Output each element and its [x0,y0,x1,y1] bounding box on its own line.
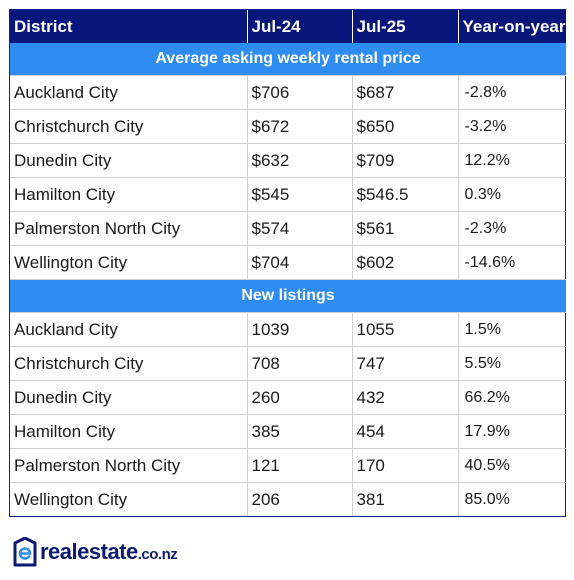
table-row: Wellington City $704 $602 -14.6% [10,245,566,280]
year-on-year-cell: 0.3% [458,177,566,212]
jul-24-cell: $672 [247,109,353,144]
year-on-year-cell: -14.6% [458,245,566,280]
table-row: Christchurch City 708 747 5.5% [10,346,566,381]
district-cell: Palmerston North City [10,211,248,246]
jul-25-cell: 1055 [352,312,459,347]
rental-table-container: District Jul-24 Jul-25 Year-on-year Aver… [9,9,566,517]
year-on-year-cell: -3.2% [458,109,566,144]
logo-tld: .co.nz [137,546,178,563]
table-row: Dunedin City $632 $709 12.2% [10,143,566,178]
jul-24-cell: $706 [247,75,353,110]
logo-name: realestate [40,539,138,564]
jul-25-cell: 381 [352,482,459,516]
realestate-logo: realestate.co.nz [13,536,178,568]
district-cell: Palmerston North City [10,448,248,483]
section-title: New listings [10,279,566,313]
jul-25-cell: $602 [352,245,459,280]
header-jul-25: Jul-25 [352,10,459,43]
district-cell: Hamilton City [10,177,248,212]
jul-25-cell: 747 [352,346,459,381]
district-cell: Auckland City [10,75,248,110]
year-on-year-cell: 40.5% [458,448,566,483]
jul-24-cell: $574 [247,211,353,246]
jul-25-cell: $561 [352,211,459,246]
district-cell: Dunedin City [10,380,248,415]
header-year-on-year: Year-on-year [458,10,566,43]
table-header-row: District Jul-24 Jul-25 Year-on-year [10,10,566,43]
section-header-row: Average asking weekly rental price [10,43,566,76]
year-on-year-cell: 1.5% [458,312,566,347]
jul-25-cell: 432 [352,380,459,415]
section-title: Average asking weekly rental price [10,43,566,76]
section-header-row: New listings [10,279,566,313]
logo-wordmark: realestate.co.nz [40,539,178,565]
jul-25-cell: $709 [352,143,459,178]
year-on-year-cell: 66.2% [458,380,566,415]
year-on-year-cell: 85.0% [464,490,510,508]
jul-24-cell: 1039 [247,312,353,347]
jul-25-cell: $650 [352,109,459,144]
year-on-year-cell: 5.5% [458,346,566,381]
table-row: Dunedin City 260 432 66.2% [10,380,566,415]
rental-data-table: District Jul-24 Jul-25 Year-on-year Aver… [10,10,566,516]
jul-24-cell: 206 [247,482,353,516]
table-row: Hamilton City $545 $546.5 0.3% [10,177,566,212]
district-cell: Auckland City [10,312,248,347]
jul-24-cell: $704 [247,245,353,280]
jul-25-cell: $687 [352,75,459,110]
table-row: Hamilton City 385 454 17.9% [10,414,566,449]
jul-24-cell: $632 [247,143,353,178]
district-cell: Christchurch City [10,109,248,144]
year-on-year-cell: -2.8% [458,75,566,110]
jul-25-cell: 454 [352,414,459,449]
table-row: Palmerston North City $574 $561 -2.3% [10,211,566,246]
jul-24-cell: $545 [247,177,353,212]
header-jul-24: Jul-24 [247,10,353,43]
district-cell: Hamilton City [10,414,248,449]
district-cell: Christchurch City [10,346,248,381]
table-body: Average asking weekly rental price Auckla… [10,43,566,516]
table-row: Christchurch City $672 $650 -3.2% [10,109,566,144]
year-on-year-cell: 12.2% [458,143,566,178]
table-row: Auckland City 1039 1055 1.5% [10,312,566,347]
jul-24-cell: 260 [247,380,353,415]
district-cell: Dunedin City [10,143,248,178]
jul-24-cell: 121 [247,448,353,483]
district-cell: Wellington City [10,482,248,516]
district-cell: Wellington City [10,245,248,280]
jul-25-cell: 170 [352,448,459,483]
year-on-year-cell: 17.9% [458,414,566,449]
jul-24-cell: 385 [247,414,353,449]
table-row: Auckland City $706 $687 -2.8% [10,75,566,110]
jul-24-cell: 708 [247,346,353,381]
realestate-e-logo-icon [13,537,37,567]
year-on-year-cell: -2.3% [458,211,566,246]
table-row: Palmerston North City 121 170 40.5% [10,448,566,483]
header-district: District [10,10,248,43]
table-row: Wellington City 206 381 85.0% [10,482,566,516]
jul-25-cell: $546.5 [352,177,459,212]
